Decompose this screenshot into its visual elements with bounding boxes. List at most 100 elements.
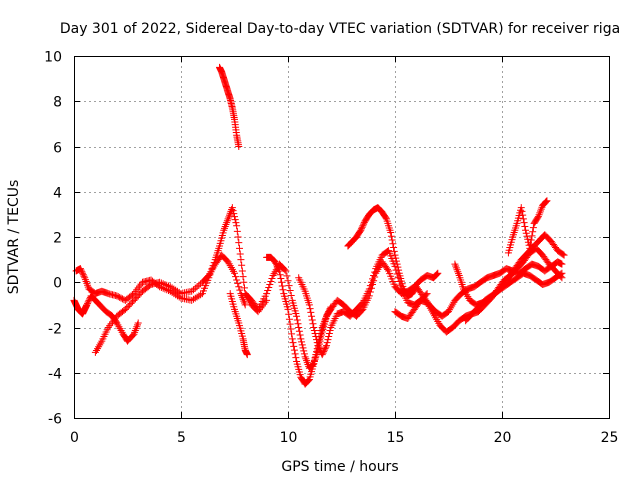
data-point <box>395 266 403 274</box>
series-arc8 <box>295 247 431 359</box>
data-point <box>286 320 294 328</box>
data-point <box>323 342 331 350</box>
data-point <box>78 268 86 276</box>
data-point <box>326 327 334 335</box>
data-point <box>231 213 238 221</box>
series-arc12 <box>504 197 551 257</box>
data-point <box>114 293 122 301</box>
data-point <box>166 283 174 291</box>
data-point <box>233 276 241 284</box>
data-point <box>305 301 313 309</box>
data-point <box>273 262 281 270</box>
data-point <box>290 342 298 350</box>
series-arc1 <box>216 63 243 150</box>
data-point <box>294 320 302 328</box>
data-point <box>129 331 137 339</box>
data-point <box>237 256 245 264</box>
data-point <box>534 214 542 222</box>
x-tick-label: 0 <box>70 430 79 446</box>
data-point <box>358 223 366 231</box>
data-point <box>233 227 241 235</box>
data-point <box>266 281 274 289</box>
data-point <box>193 283 201 291</box>
data-point <box>389 240 397 248</box>
data-point <box>522 229 530 237</box>
data-point <box>295 327 303 335</box>
x-tick-label: 10 <box>280 430 298 446</box>
data-point <box>239 273 247 281</box>
data-point <box>295 324 303 331</box>
data-point <box>290 346 298 354</box>
data-point <box>130 296 138 304</box>
data-point <box>529 228 537 236</box>
series-arc3 <box>72 204 271 316</box>
data-point <box>284 277 292 285</box>
data-point <box>297 335 305 343</box>
data-point <box>298 338 306 346</box>
data-point <box>77 266 85 274</box>
y-tick-label: 0 <box>53 276 62 292</box>
data-point <box>234 279 242 287</box>
data-point <box>309 320 317 328</box>
data-point <box>232 219 240 227</box>
data-point <box>517 204 525 212</box>
y-tick-label: -4 <box>48 367 62 383</box>
data-point <box>293 312 301 320</box>
data-point <box>325 330 333 338</box>
data-point <box>279 286 287 294</box>
data-point <box>193 293 201 301</box>
data-point <box>263 290 271 298</box>
data-point <box>233 222 241 230</box>
data-point <box>128 291 136 299</box>
data-point <box>365 285 373 293</box>
data-point <box>286 287 294 295</box>
data-point <box>159 280 167 288</box>
data-point <box>195 281 203 289</box>
data-point <box>156 278 164 286</box>
data-point <box>324 336 332 344</box>
y-tick-label: 4 <box>53 186 62 202</box>
data-point <box>371 268 379 276</box>
data-point <box>323 339 331 347</box>
data-point <box>165 282 173 290</box>
data-point <box>313 339 321 347</box>
data-point <box>188 287 196 295</box>
data-point <box>232 273 240 281</box>
data-point <box>519 215 527 223</box>
data-point <box>360 220 368 228</box>
data-point <box>432 271 440 279</box>
data-point <box>134 319 142 327</box>
data-point <box>127 299 135 307</box>
data-point <box>131 295 139 303</box>
data-point <box>525 241 533 249</box>
data-point <box>558 269 566 277</box>
data-point <box>265 284 273 292</box>
data-point <box>311 354 319 362</box>
data-point <box>146 282 154 290</box>
data-point <box>318 327 326 335</box>
x-tick-label: 5 <box>177 430 186 446</box>
data-point <box>320 348 328 356</box>
data-point <box>521 222 529 230</box>
data-point <box>519 211 527 219</box>
data-point <box>527 236 535 244</box>
data-point <box>189 286 197 294</box>
data-point <box>161 281 169 289</box>
data-point <box>543 197 551 205</box>
data-point <box>123 304 131 312</box>
data-point <box>285 315 293 323</box>
axis-ticks: 0 5 10 15 20 25 -6 -4 -2 0 2 4 6 8 10 <box>44 50 618 447</box>
data-point <box>238 261 246 269</box>
data-point <box>558 260 566 268</box>
data-point <box>307 308 315 316</box>
x-tick-label: 15 <box>387 430 405 446</box>
data-point <box>85 296 93 304</box>
grid <box>74 56 609 418</box>
data-point <box>433 270 441 278</box>
data-point <box>325 306 333 314</box>
data-point <box>326 305 334 313</box>
data-point <box>229 207 237 215</box>
data-point <box>300 350 308 358</box>
data-point <box>278 278 286 286</box>
